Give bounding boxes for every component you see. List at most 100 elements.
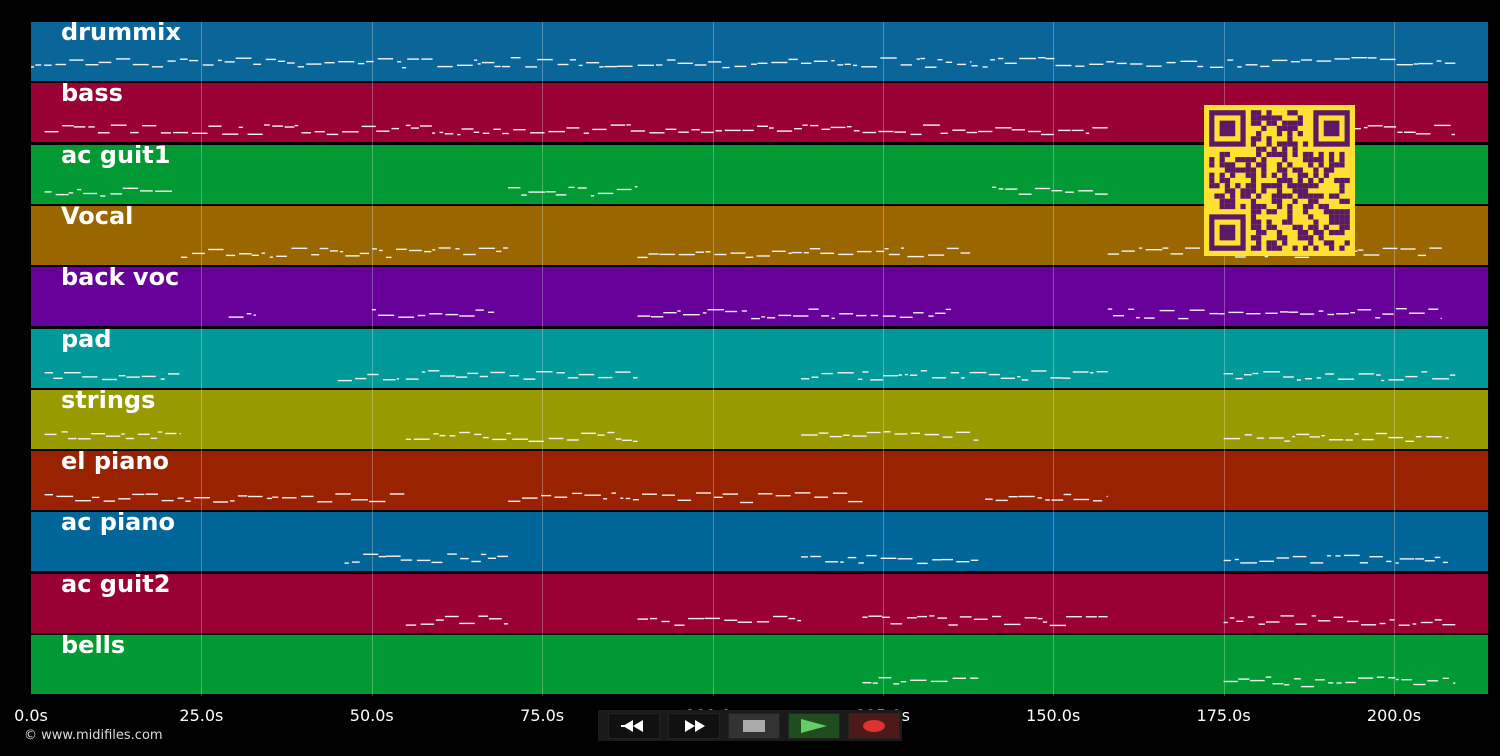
midi-note [642, 493, 657, 495]
midi-note [371, 309, 376, 311]
midi-note [910, 374, 918, 376]
midi-note [1162, 247, 1169, 249]
play-button[interactable] [788, 712, 840, 739]
midi-note [603, 498, 608, 500]
midi-note [160, 377, 165, 380]
midi-note [566, 439, 579, 441]
midi-note [878, 131, 894, 133]
midi-note [344, 562, 349, 565]
midi-note [445, 314, 459, 316]
midi-note [513, 129, 526, 131]
midi-note [351, 499, 368, 501]
midi-note [801, 556, 808, 558]
note-lane [31, 57, 1456, 69]
midi-note [402, 67, 407, 69]
track-lane[interactable]: ac piano [31, 512, 1488, 572]
midi-note [100, 194, 106, 197]
midi-note [294, 125, 299, 127]
track-lane[interactable]: strings [31, 389, 1488, 449]
midi-note [801, 62, 812, 64]
midi-note [1265, 312, 1278, 315]
midi-note [497, 556, 508, 558]
midi-note [1329, 438, 1344, 441]
midi-note [567, 376, 579, 378]
midi-note [167, 60, 176, 62]
rewind-button[interactable] [608, 712, 660, 739]
midi-note [110, 192, 123, 195]
midi-note [1434, 618, 1442, 621]
track-lane[interactable]: drummix [31, 22, 1488, 81]
midi-note [230, 500, 235, 502]
midi-note [852, 435, 867, 437]
midi-note [102, 378, 117, 380]
midi-note [480, 554, 487, 556]
midi-note [1316, 376, 1321, 379]
time-tick-label: 0.0s [14, 706, 48, 725]
midi-note [771, 61, 788, 64]
track-lane[interactable]: ac guit2 [31, 573, 1488, 633]
midi-note [708, 61, 722, 63]
track-lane[interactable]: pad [31, 328, 1488, 388]
midi-note [617, 65, 633, 67]
midi-note [757, 62, 768, 64]
midi-note [432, 249, 436, 251]
midi-note [778, 314, 792, 317]
midi-note [1130, 63, 1143, 65]
midi-note [992, 615, 1002, 617]
stop-button[interactable] [728, 712, 780, 739]
midi-note [916, 58, 921, 60]
track-lane[interactable]: bells [31, 635, 1488, 694]
midi-note [1321, 434, 1325, 437]
midi-note [1429, 247, 1442, 249]
midi-note [433, 432, 439, 435]
midi-note [678, 131, 689, 134]
note-lane [862, 676, 1456, 688]
midi-note [622, 439, 632, 441]
midi-note [481, 61, 495, 64]
midi-note [1284, 684, 1290, 686]
midi-note [103, 500, 116, 502]
midi-note [355, 377, 367, 379]
midi-note [1180, 60, 1198, 62]
midi-note [1028, 131, 1041, 133]
midi-note [1121, 250, 1135, 252]
midi-note [666, 59, 676, 61]
midi-note [704, 617, 720, 619]
midi-note [1258, 623, 1265, 625]
midi-note [1189, 309, 1205, 312]
midi-note [1318, 310, 1324, 312]
midi-note [161, 499, 174, 502]
midi-note [866, 431, 881, 433]
track-lane[interactable]: el piano [31, 451, 1488, 511]
midi-note [317, 501, 333, 503]
midi-note [821, 128, 831, 131]
midi-note [725, 310, 738, 313]
midi-note [1116, 62, 1127, 65]
track-lane[interactable]: back voc [31, 267, 1488, 327]
fast-forward-button[interactable] [668, 712, 720, 739]
midi-note [1395, 562, 1399, 565]
track-name: el piano [61, 451, 170, 476]
midi-note [319, 247, 329, 250]
midi-note [396, 248, 407, 250]
midi-note [68, 437, 77, 440]
midi-note [1272, 683, 1284, 685]
midi-note [931, 680, 948, 683]
midi-note [620, 497, 624, 499]
midi-note [379, 249, 383, 252]
midi-note [929, 614, 935, 617]
midi-note [217, 59, 222, 62]
record-button[interactable] [848, 712, 900, 739]
midi-note [683, 314, 700, 316]
midi-note [326, 133, 339, 136]
midi-note [966, 132, 978, 134]
midi-note [386, 256, 392, 258]
midi-note [742, 129, 754, 132]
midi-note [1405, 440, 1414, 442]
midi-note [1035, 187, 1051, 189]
midi-note [1292, 556, 1307, 558]
midi-note [185, 500, 191, 502]
midi-note [876, 250, 885, 252]
midi-note [73, 126, 86, 128]
midi-note [714, 496, 723, 499]
